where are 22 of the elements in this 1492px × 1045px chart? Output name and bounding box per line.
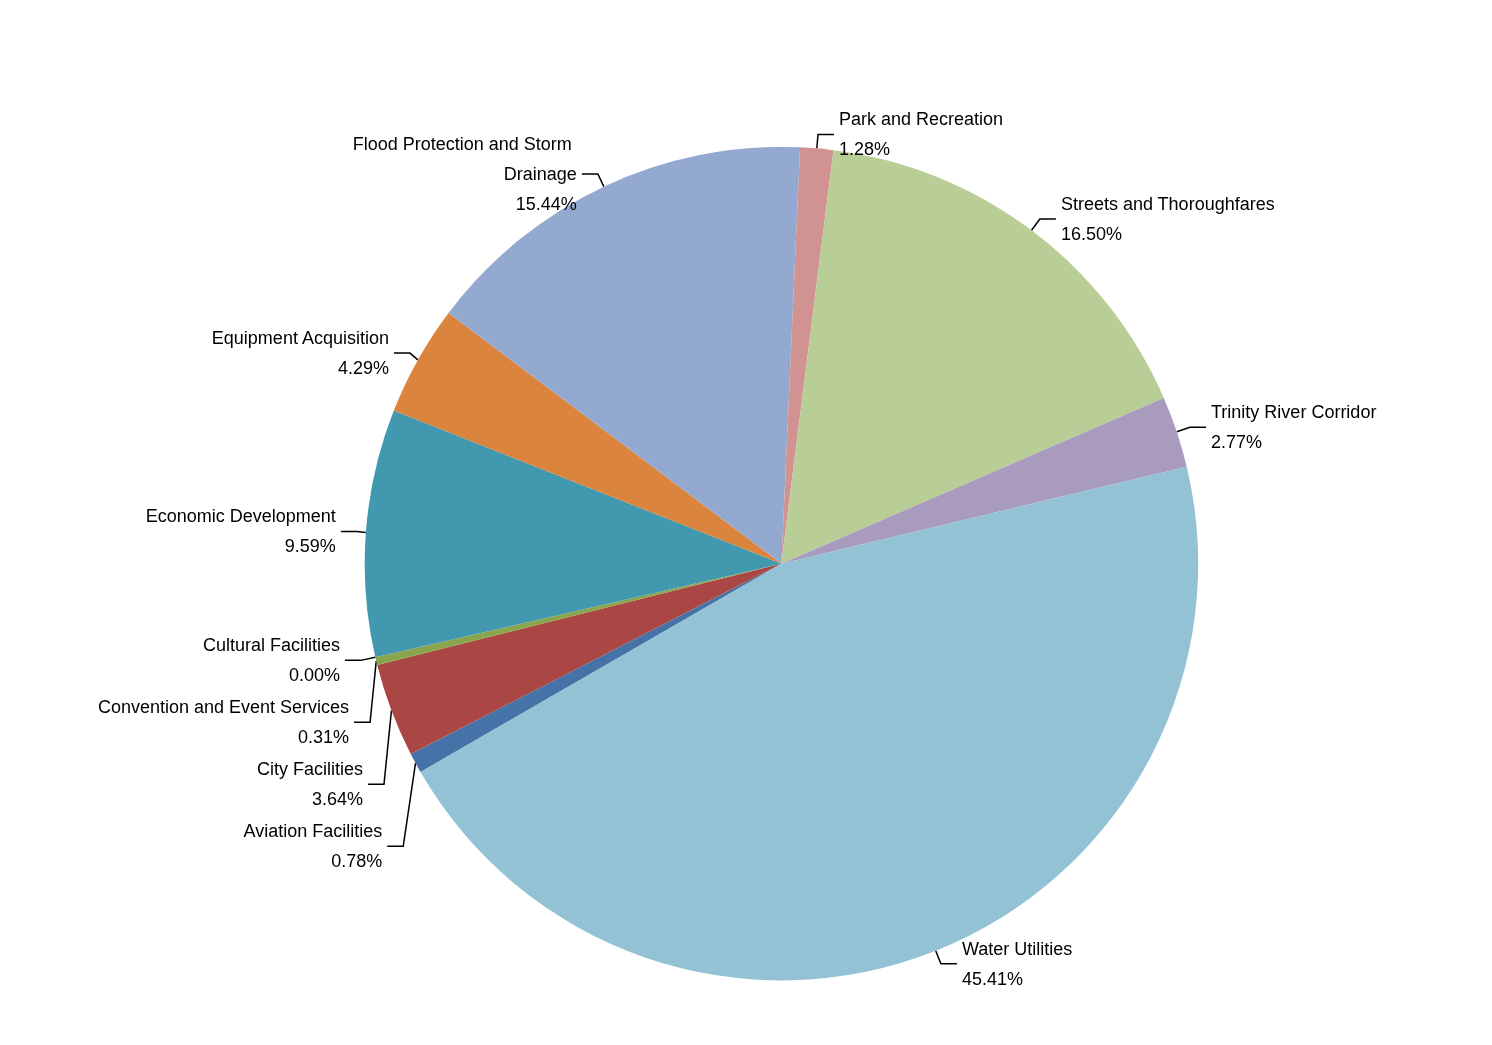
data-label: 0.78% xyxy=(331,851,383,872)
slice-label: Aviation Facilities xyxy=(243,821,383,842)
slice-label: City Facilities xyxy=(256,759,363,780)
data-label: 45.41% xyxy=(961,968,1023,989)
data-label: 16.50% xyxy=(1060,224,1122,245)
category-label: Cultural Facilities xyxy=(202,635,340,656)
slice-label: Water Utilities xyxy=(961,938,1073,959)
slice-label: Streets and Thoroughfares xyxy=(1060,194,1275,215)
data-label: 1.28% xyxy=(839,139,891,160)
slice-label: Economic Development xyxy=(145,506,336,527)
data-label: 4.29% xyxy=(337,358,389,379)
slice-label: Convention and Event Services xyxy=(97,697,350,718)
data-label: 9.59% xyxy=(284,536,336,557)
slice-label: Park and Recreation xyxy=(839,109,1004,130)
slice-label: Equipment Acquisition xyxy=(211,328,389,349)
data-label: 15.44% xyxy=(515,193,577,214)
text: 0.00% xyxy=(288,665,340,686)
slice-label: Trinity River Corridor xyxy=(1211,402,1377,423)
data-label: 2.77% xyxy=(1211,432,1263,453)
data-label: 3.64% xyxy=(311,789,363,810)
slice-label: Flood Protection and Storm Drainage xyxy=(352,133,577,184)
data-label: 0.31% xyxy=(298,727,350,748)
